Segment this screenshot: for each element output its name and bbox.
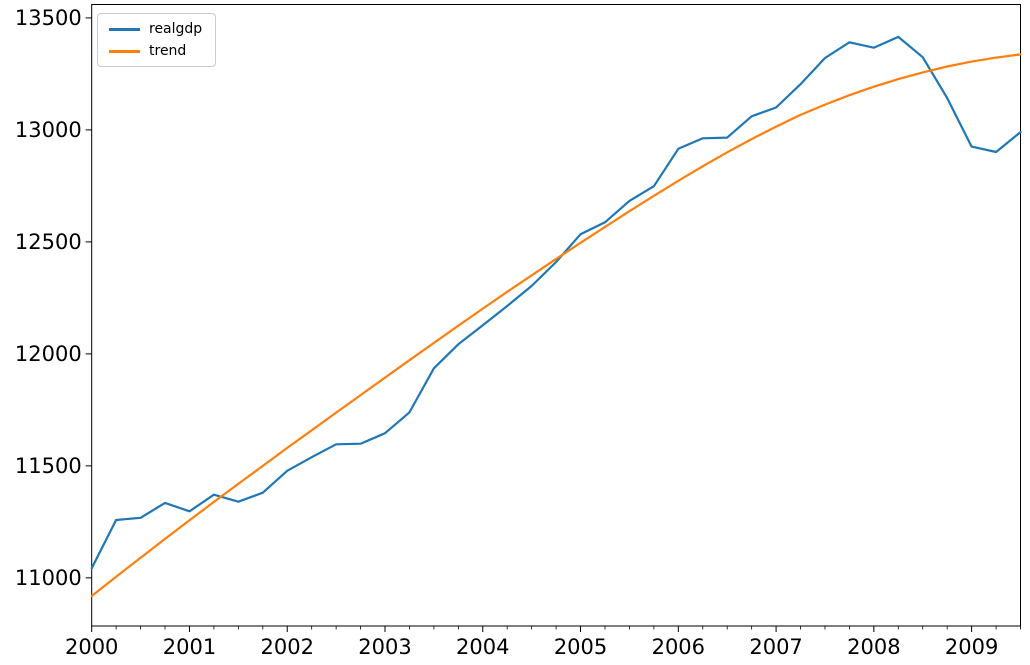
y-tick-label: 12000 — [15, 342, 82, 366]
realgdp-line — [90, 35, 1022, 570]
y-tick-label: 13000 — [15, 118, 82, 142]
legend-label-trend: trend — [149, 43, 187, 59]
y-tick-label: 11500 — [15, 454, 82, 478]
trend-line-swatch — [109, 49, 140, 53]
x-tick-label: 2003 — [358, 635, 411, 659]
y-tick-label: 13500 — [15, 6, 82, 30]
x-tick-label: 2004 — [456, 635, 509, 659]
plot-frame — [91, 4, 1021, 627]
y-tick-label: 12500 — [15, 230, 82, 254]
x-tick-label: 2005 — [554, 635, 607, 659]
x-tick-label: 2001 — [163, 635, 216, 659]
realgdp-line-swatch — [109, 27, 140, 31]
x-tick-label: 2009 — [945, 635, 998, 659]
legend: realgdp trend — [97, 13, 217, 67]
legend-item-trend: trend — [109, 44, 202, 58]
x-tick-label: 2006 — [652, 635, 705, 659]
x-tick-label: 2002 — [261, 635, 314, 659]
x-tick-label: 2000 — [65, 635, 118, 659]
legend-item-realgdp: realgdp — [109, 22, 202, 36]
x-tick-label: 2007 — [749, 635, 802, 659]
trend-line — [90, 53, 1022, 598]
x-tick-label: 2008 — [847, 635, 900, 659]
legend-label-realgdp: realgdp — [149, 21, 203, 37]
y-tick-label: 11000 — [15, 566, 82, 590]
